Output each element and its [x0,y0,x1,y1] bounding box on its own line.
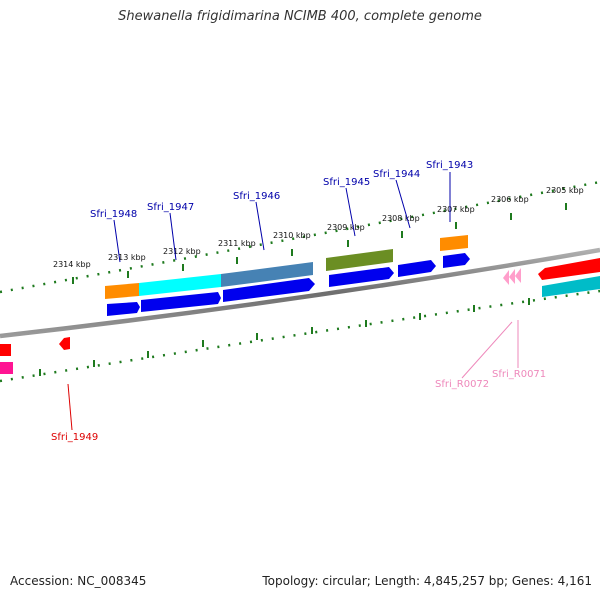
tick-label-2310: 2310 kbp [273,231,311,240]
tick-label-2311: 2311 kbp [218,239,256,248]
gene-label-sfri-1948[interactable]: Sfri_1948 [90,209,137,220]
genome-backbone [0,247,600,339]
gene-label-sfri-1947[interactable]: Sfri_1947 [147,202,194,213]
rna-arrow-3[interactable] [515,268,521,283]
rna-features [503,268,521,285]
cds-arrow-1944[interactable] [398,260,436,277]
cds-arrow-1948[interactable] [107,302,140,316]
feature-bar-orange-1948[interactable] [105,283,139,299]
feature-bar-orange-1943[interactable] [440,235,468,251]
tick-label-2305: 2305 kbp [546,186,584,195]
gene-label-sfri-1945[interactable]: Sfri_1945 [323,177,370,188]
rna-arrow-1[interactable] [503,270,509,285]
tick-label-2306: 2306 kbp [491,195,529,204]
tick-label-2314: 2314 kbp [53,260,91,269]
genome-summary-text: Topology: circular; Length: 4,845,257 bp… [262,574,592,588]
cds-arrow-1949[interactable] [59,337,70,350]
gene-label-sfri-1944[interactable]: Sfri_1944 [373,169,420,180]
gene-label-sfri-r0071[interactable]: Sfri_R0071 [492,369,546,380]
gene-label-sfri-1946[interactable]: Sfri_1946 [233,191,280,202]
tick-label-2313: 2313 kbp [108,253,146,262]
feature-bar-teal-right[interactable] [542,276,600,297]
label-leaders [67,172,519,431]
cds-arrows [59,253,470,350]
gene-label-sfri-1943[interactable]: Sfri_1943 [426,160,473,171]
tick-label-2309: 2309 kbp [327,223,365,232]
cds-arrow-1947[interactable] [141,292,221,312]
tick-label-2308: 2308 kbp [382,214,420,223]
feature-bar-olive-1945[interactable] [326,249,393,271]
feature-bar-red-left[interactable] [0,344,11,356]
gene-label-sfri-1949[interactable]: Sfri_1949 [51,432,98,443]
feature-bar-red-right[interactable] [538,258,600,280]
map-title: Shewanella frigidimarina NCIMB 400, comp… [118,9,482,24]
rna-arrow-2[interactable] [509,269,515,284]
cds-arrow-1946[interactable] [223,278,315,302]
major-ticks [39,203,567,376]
feature-bar-cyan-1947[interactable] [139,274,221,296]
feature-bar-steelblue-1946[interactable] [221,262,313,287]
inner-tick-track [0,289,600,383]
accession-text: Accession: NC_008345 [10,574,147,588]
gene-label-sfri-r0072[interactable]: Sfri_R0072 [435,379,489,390]
feature-row-upper [0,235,600,374]
cds-arrow-1943[interactable] [443,253,470,268]
tick-label-2307: 2307 kbp [437,205,475,214]
cds-arrow-1945[interactable] [329,267,394,287]
feature-bar-pink-left[interactable] [0,362,13,374]
tick-label-2312: 2312 kbp [163,247,201,256]
